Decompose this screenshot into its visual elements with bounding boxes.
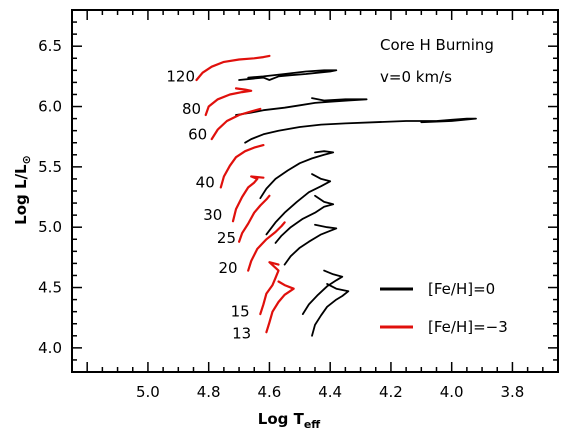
x-tick-label: 4.0 <box>440 383 464 401</box>
solar-track-80 <box>235 97 368 116</box>
mass-labels: 120 80 60 40 30 25 20 15 13 <box>166 67 251 342</box>
y-tick-label: 5.0 <box>38 218 62 236</box>
y-tick-label: 4.0 <box>38 339 62 357</box>
mass-label-80: 80 <box>182 100 201 118</box>
y-axis-label-sub: ⊙ <box>20 155 33 164</box>
x-tick-label: 4.4 <box>318 383 342 401</box>
solar-track-40 <box>259 150 335 200</box>
y-tick-label: 4.5 <box>38 279 62 297</box>
annotation-rotation: v=0 km/s <box>380 68 452 86</box>
x-axis-label-sub: eff <box>304 418 320 431</box>
x-tick-label: 4.2 <box>379 383 403 401</box>
metal-poor-track-120 <box>195 54 271 82</box>
x-axis-label-main: Log T <box>258 410 305 428</box>
x-tick-label: 4.8 <box>197 383 221 401</box>
metal-poor-track-25 <box>238 194 271 243</box>
y-tick-label: 6.0 <box>38 98 62 116</box>
annotation-core-h-burning: Core H Burning <box>380 36 494 54</box>
metal-poor-track-15 <box>259 261 280 316</box>
legend: [Fe/H]=0 [Fe/H]=−3 <box>380 280 508 336</box>
axis-ticks <box>72 9 558 373</box>
y-tick-label: 6.5 <box>38 37 62 55</box>
mass-label-25: 25 <box>217 229 236 247</box>
metal-poor-track-20 <box>247 221 286 272</box>
solar-track-30 <box>265 173 332 236</box>
solar-track-120 <box>238 69 338 81</box>
mass-label-15: 15 <box>231 303 250 321</box>
mass-label-60: 60 <box>188 125 207 143</box>
y-axis-label: Log L/L⊙ <box>12 155 33 225</box>
metal-poor-track-80 <box>204 87 253 117</box>
solar-track-25 <box>274 194 335 244</box>
x-axis-label: Log Teff <box>258 410 321 431</box>
mass-label-30: 30 <box>203 206 222 224</box>
metal-poor-track-60 <box>210 107 262 141</box>
metal-poor-track-40 <box>219 144 265 189</box>
solar-track-20 <box>283 223 338 266</box>
legend-label-solar: [Fe/H]=0 <box>428 280 495 298</box>
metal-poor-track-30 <box>231 175 265 223</box>
y-axis-label-group: Log L/L⊙ <box>12 155 33 225</box>
legend-label-metal-poor: [Fe/H]=−3 <box>428 318 508 336</box>
y-tick-label: 5.5 <box>38 158 62 176</box>
mass-label-13: 13 <box>232 324 251 342</box>
mass-label-40: 40 <box>196 174 215 192</box>
solar-track-60 <box>244 117 477 144</box>
solar-track-15 <box>301 269 344 315</box>
x-tick-label: 4.6 <box>258 383 282 401</box>
evolutionary-tracks <box>195 54 477 337</box>
mass-label-20: 20 <box>218 259 237 277</box>
y-axis-label-main: Log L/L <box>12 164 30 225</box>
x-tick-label: 5.0 <box>136 383 160 401</box>
solar-track-13 <box>311 283 350 337</box>
metal-poor-track-13 <box>265 280 295 334</box>
tick-labels: 5.0 4.8 4.6 4.4 4.2 4.0 3.8 4.0 4.5 5.0 5.5 6.0 6.5 <box>38 37 524 401</box>
mass-label-120: 120 <box>166 67 195 85</box>
x-tick-label: 3.8 <box>501 383 525 401</box>
